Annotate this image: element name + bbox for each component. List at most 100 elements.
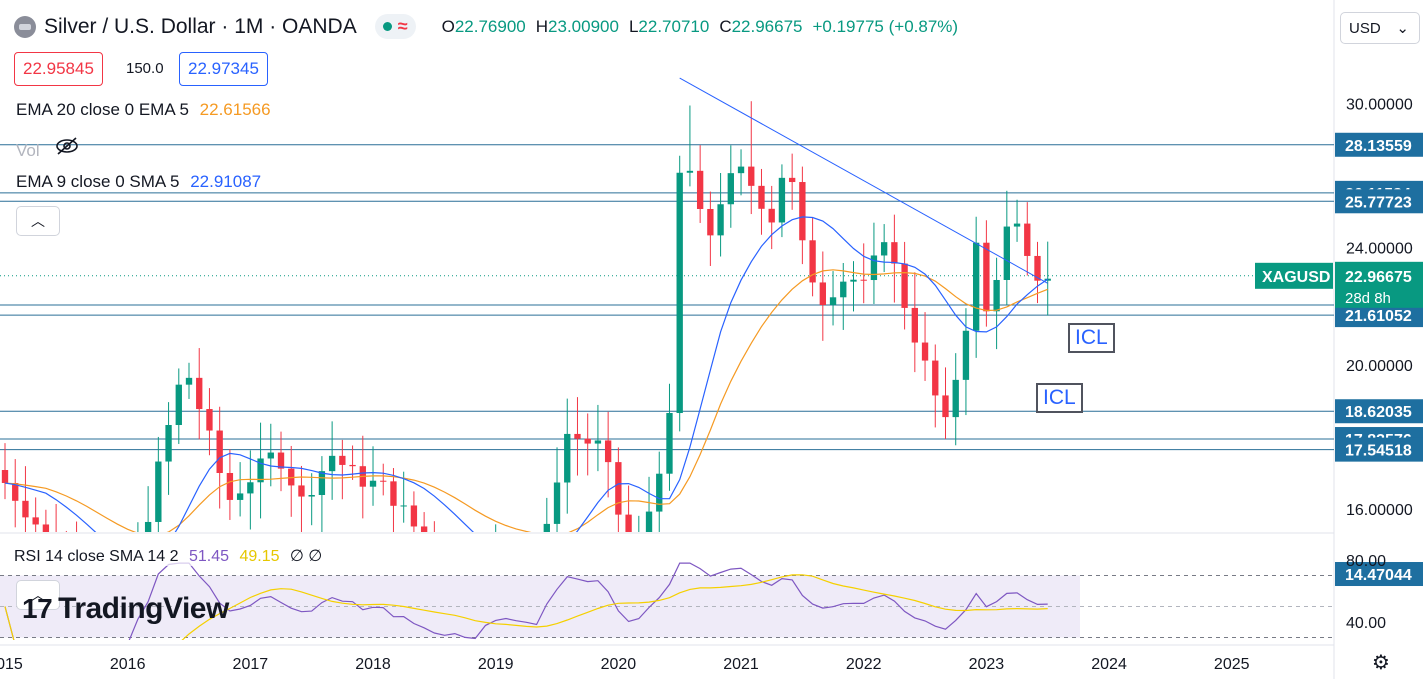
level-label-7: 17.54518 bbox=[1345, 443, 1412, 460]
icl-annotation-1[interactable]: ICL bbox=[1068, 323, 1115, 353]
rsi-sma-line bbox=[4, 574, 1048, 640]
candle-body bbox=[840, 281, 847, 298]
candle-body bbox=[277, 452, 285, 469]
candle-body bbox=[594, 440, 602, 444]
spread-value: 150.0 bbox=[126, 60, 164, 77]
ema9-legend[interactable]: EMA 9 close 0 SMA 5 22.91087 bbox=[16, 172, 270, 192]
candle-body bbox=[962, 330, 970, 380]
market-status-pill[interactable]: ≈ bbox=[374, 14, 416, 39]
candle-body bbox=[493, 553, 499, 564]
candle-body bbox=[257, 458, 264, 483]
candle-body bbox=[328, 455, 336, 472]
candle-body bbox=[369, 480, 377, 487]
x-tick-label-2015: 2015 bbox=[0, 656, 23, 673]
candle-body bbox=[349, 464, 356, 467]
candle-body bbox=[921, 342, 929, 361]
candle-body bbox=[696, 170, 704, 209]
ema20-legend[interactable]: EMA 20 close 0 EMA 5 22.61566 bbox=[16, 100, 271, 120]
candle-body bbox=[431, 541, 437, 561]
currency-label: USD bbox=[1349, 20, 1381, 37]
ema20-label: EMA 20 close 0 EMA 5 bbox=[16, 100, 189, 119]
candle-body bbox=[298, 485, 305, 497]
candle-body bbox=[983, 242, 990, 312]
wave-icon: ≈ bbox=[397, 16, 408, 36]
currency-selector[interactable]: USD ⌄ bbox=[1340, 12, 1420, 44]
candle-body bbox=[768, 208, 775, 223]
price-change: +0.19775 (+0.87%) bbox=[812, 16, 959, 36]
symbol-title[interactable]: Silver / U.S. Dollar · 1M · OANDA bbox=[44, 14, 357, 38]
candle-body bbox=[645, 511, 653, 532]
x-tick-label-2019: 2019 bbox=[478, 656, 514, 673]
rsi-extra: ∅ ∅ bbox=[289, 548, 323, 565]
candle-body bbox=[410, 505, 418, 527]
level-badge-8 bbox=[1335, 562, 1423, 587]
candle-body bbox=[707, 208, 714, 236]
candle-body bbox=[503, 549, 509, 553]
candles-layer bbox=[0, 77, 1334, 575]
collapse-legend-button[interactable]: ︿ bbox=[16, 206, 60, 236]
candle-body bbox=[196, 377, 203, 410]
candle-body bbox=[748, 166, 755, 186]
tradingview-mark-icon: 17 bbox=[22, 593, 53, 624]
rsi-value: 51.45 bbox=[188, 548, 230, 565]
level-badge-2 bbox=[1335, 189, 1423, 214]
candle-body bbox=[1013, 223, 1021, 227]
ema9-label: EMA 9 close 0 SMA 5 bbox=[16, 172, 180, 191]
symbol-label: XAGUSD bbox=[1262, 269, 1330, 286]
candle-body bbox=[125, 566, 131, 575]
buy-price-button[interactable]: 22.97345 bbox=[179, 52, 268, 86]
candle-body bbox=[42, 524, 50, 532]
candle-body bbox=[901, 263, 908, 308]
rsi-sma-value: 49.15 bbox=[239, 548, 280, 565]
ohlc-value-l: 22.70710 bbox=[638, 16, 710, 36]
rsi-legend[interactable]: RSI 14 close SMA 14 2 51.45 49.15 ∅ ∅ bbox=[14, 546, 329, 566]
candle-body bbox=[636, 548, 642, 557]
candle-body bbox=[993, 279, 1000, 312]
candle-body bbox=[247, 482, 254, 494]
x-tick-label-2017: 2017 bbox=[233, 656, 269, 673]
level-label-5: 18.62035 bbox=[1345, 404, 1412, 421]
candle-body bbox=[727, 173, 734, 205]
x-tick-label-2022: 2022 bbox=[846, 656, 882, 673]
sell-price-button[interactable]: 22.95845 bbox=[14, 52, 103, 86]
candle-body bbox=[942, 395, 949, 418]
candle-body bbox=[32, 517, 39, 525]
candle-body bbox=[911, 307, 918, 343]
candle-body bbox=[1003, 226, 1010, 280]
tradingview-logo: 17 TradingView bbox=[22, 592, 229, 626]
market-open-dot-icon bbox=[382, 22, 392, 31]
candle-body bbox=[799, 182, 806, 241]
ema9-value: 22.91087 bbox=[190, 172, 262, 191]
x-tick-label-2020: 2020 bbox=[601, 656, 637, 673]
candle-body bbox=[226, 472, 234, 500]
candle-body bbox=[452, 568, 458, 571]
countdown-label: 28d 8h bbox=[1345, 290, 1391, 307]
gear-icon[interactable]: ⚙ bbox=[1372, 652, 1390, 674]
eye-crossed-icon[interactable] bbox=[54, 137, 80, 160]
y-tick-label-1: 24.00000 bbox=[1346, 240, 1413, 257]
level-badge-7 bbox=[1335, 437, 1423, 462]
candle-body bbox=[778, 177, 786, 223]
icl-annotation-2[interactable]: ICL bbox=[1036, 383, 1083, 413]
candle-body bbox=[216, 430, 223, 473]
candle-body bbox=[666, 413, 673, 474]
candle-body bbox=[543, 523, 550, 532]
candle-body bbox=[625, 514, 632, 532]
level-label-0: 28.13559 bbox=[1345, 138, 1412, 155]
candle-body bbox=[441, 562, 447, 572]
candle-body bbox=[185, 377, 193, 385]
volume-legend[interactable]: Vol bbox=[16, 136, 80, 161]
candle-body bbox=[574, 433, 581, 439]
collapse-rsi-button[interactable]: ︿ bbox=[16, 580, 60, 610]
candle-body bbox=[829, 297, 837, 305]
trendline bbox=[679, 77, 1048, 284]
candle-body bbox=[819, 282, 826, 305]
candle-body bbox=[380, 480, 387, 482]
candle-body bbox=[339, 455, 346, 465]
x-tick-label-2025: 2025 bbox=[1214, 656, 1250, 673]
silver-symbol-icon bbox=[14, 15, 36, 38]
level-label-2: 25.77723 bbox=[1345, 194, 1412, 211]
candle-body bbox=[318, 471, 326, 496]
candle-body bbox=[584, 438, 591, 444]
